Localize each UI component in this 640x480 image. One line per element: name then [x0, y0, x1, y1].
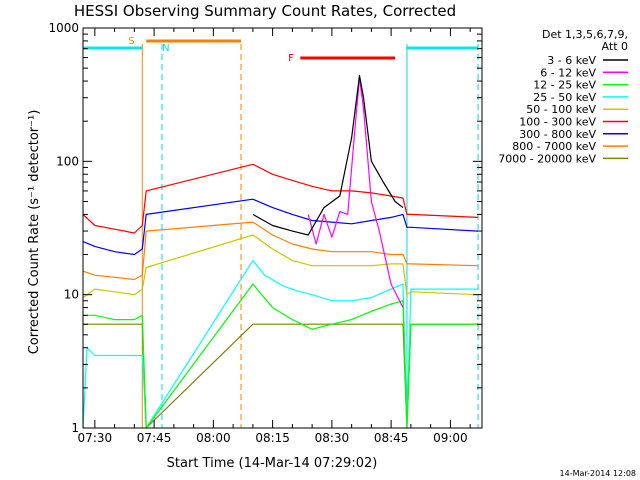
series-line-800-7000-kev [82, 221, 479, 281]
legend-title-line-2: Att 0 [602, 40, 628, 53]
x-tick-label: 08:45 [374, 431, 409, 445]
x-tick-label: 08:15 [255, 431, 290, 445]
legend-label: 6 - 12 keV [540, 66, 596, 79]
y-tick-label: 10 [64, 288, 79, 302]
x-tick-label: 07:30 [78, 431, 113, 445]
legend-label: 7000 - 20000 keV [498, 152, 596, 165]
legend-label: 3 - 6 keV [547, 54, 596, 67]
x-tick-label: 08:30 [315, 431, 350, 445]
series-line-25-50-kev [82, 260, 478, 429]
series-line-3-6-kev [252, 74, 404, 236]
y-tick-label: 1000 [48, 21, 79, 35]
legend-label: 25 - 50 keV [533, 91, 596, 104]
legend-label: 800 - 7000 keV [512, 140, 596, 153]
legend-label: 300 - 800 keV [519, 128, 596, 141]
series-line-100-300-kev [82, 163, 479, 234]
series-line-12-25-kev [83, 283, 478, 429]
y-axis-label: Corrected Count Rate (s⁻¹ detector⁻¹) [27, 110, 42, 355]
flare-label: F [288, 53, 294, 64]
x-tick-label: 09:00 [433, 431, 468, 445]
legend-label: 12 - 25 keV [533, 79, 596, 92]
footer-date: 14-Mar-2014 12:08 [560, 469, 637, 478]
y-tick-label: 1 [71, 421, 79, 435]
legend-label: 50 - 100 keV [526, 103, 596, 116]
legend-title-line-1: Det 1,3,5,6,7,9, [542, 28, 628, 41]
saa-label: S [128, 36, 134, 47]
x-axis-label: Start Time (14-Mar-14 07:29:02) [167, 456, 378, 471]
x-tick-label: 07:45 [137, 431, 172, 445]
series-line-300-800-kev [82, 198, 479, 256]
x-tick-label: 08:00 [196, 431, 231, 445]
legend-label: 100 - 300 keV [519, 116, 596, 129]
series-line-50-100-kev [82, 234, 479, 299]
night-label: N [162, 43, 169, 54]
series-line-6-12-kev [307, 77, 404, 308]
chart-title: HESSI Observing Summary Count Rates, Cor… [74, 2, 456, 20]
plot-frame [82, 27, 483, 429]
y-tick-label: 100 [56, 154, 79, 168]
